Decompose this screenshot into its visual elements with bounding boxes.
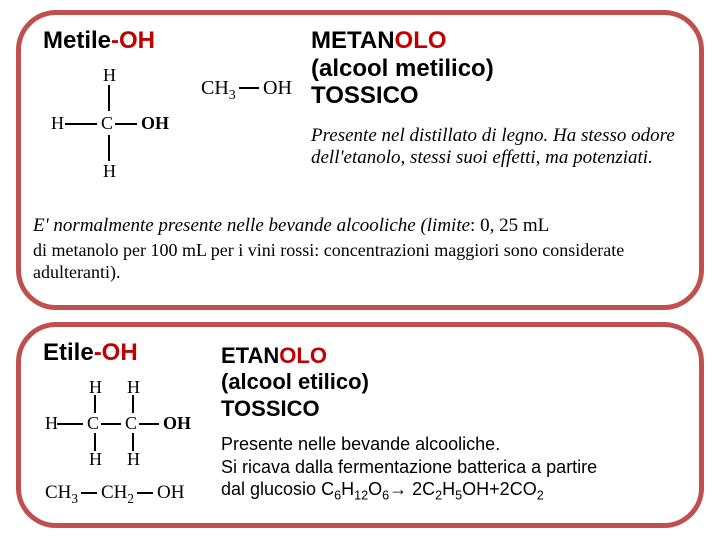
bond-v-top bbox=[108, 85, 110, 111]
chem-condensed-ethanol: CH3 CH2 OH bbox=[45, 482, 225, 512]
note-bevande-body: di metanolo per 100 mL per i vini rossi:… bbox=[33, 240, 693, 283]
eth-C2: C bbox=[125, 413, 137, 434]
ethanol-body: Presente nelle bevande alcooliche. Si ri… bbox=[221, 433, 691, 504]
bond-v-bot bbox=[108, 135, 110, 161]
note-distillato: Presente nel distillato di legno. Ha ste… bbox=[311, 125, 691, 169]
methanol-line2: (alcool metilico) bbox=[311, 55, 494, 83]
econd-b1 bbox=[81, 492, 97, 494]
eth-bv2 bbox=[132, 395, 134, 413]
bond-h-right bbox=[115, 123, 137, 125]
heading-etile-black: Etile bbox=[43, 339, 94, 366]
eth-bh1 bbox=[57, 423, 83, 425]
chem-struct-ethanol: H H H C C OH H H bbox=[45, 377, 215, 467]
heading-etile: Etile-OH bbox=[43, 339, 138, 367]
eth-bh3 bbox=[139, 423, 159, 425]
heading-etile-red: -OH bbox=[94, 339, 138, 366]
atom-H-top: H bbox=[103, 65, 116, 86]
ethanol-body-l1: Presente nelle bevande alcooliche. bbox=[221, 433, 691, 456]
heading-ethanol: ETANOLO (alcool etilico) TOSSICO bbox=[221, 343, 369, 422]
note-bevande-lead: E' normalmente presente nelle bevande al… bbox=[33, 215, 693, 237]
atom-OH: OH bbox=[141, 113, 169, 134]
ethanol-body-l3: dal glucosio C6H12O6→ 2C2H5OH+2CO2 bbox=[221, 478, 691, 504]
eth-H-bl: H bbox=[89, 449, 102, 470]
econd-b2 bbox=[137, 492, 153, 494]
panel-methanol: Metile-OH H H C OH H CH3 OH METANOLO (al… bbox=[16, 10, 704, 310]
ethanol-body-l2: Si ricava dalla fermentazione batterica … bbox=[221, 456, 691, 479]
eth-OH: OH bbox=[163, 413, 191, 434]
eth-bv3 bbox=[94, 433, 96, 451]
atom-H-bot: H bbox=[103, 161, 116, 182]
heading-metile: Metile-OH bbox=[43, 27, 155, 55]
chem-condensed-methanol: CH3 OH bbox=[201, 77, 311, 107]
cond-bond bbox=[239, 87, 259, 89]
atom-C: C bbox=[101, 113, 113, 134]
eth-bh2 bbox=[101, 423, 121, 425]
ethanol-line3: TOSSICO bbox=[221, 396, 369, 422]
methanol-line1: METANOLO bbox=[311, 27, 494, 55]
heading-metile-black: Metile bbox=[43, 27, 111, 54]
chem-struct-methanol: H H C OH H bbox=[51, 65, 181, 185]
heading-methanol: METANOLO (alcool metilico) TOSSICO bbox=[311, 27, 494, 110]
econd-ch2: CH2 bbox=[101, 482, 134, 507]
cond-ch3: CH3 bbox=[201, 77, 236, 104]
bond-h-left bbox=[65, 123, 97, 125]
ethanol-line1: ETANOLO bbox=[221, 343, 369, 369]
eth-bv1 bbox=[94, 395, 96, 413]
panel-ethanol: Etile-OH H H H C C OH H H CH3 CH2 OH ETA… bbox=[16, 322, 704, 528]
eth-C1: C bbox=[87, 413, 99, 434]
eth-bv4 bbox=[132, 433, 134, 451]
eth-H-br: H bbox=[127, 449, 140, 470]
methanol-line3: TOSSICO bbox=[311, 82, 494, 110]
atom-H-left: H bbox=[51, 113, 64, 134]
heading-metile-red: -OH bbox=[111, 27, 155, 54]
econd-oh: OH bbox=[157, 482, 184, 504]
cond-oh: OH bbox=[263, 77, 292, 100]
ethanol-line2: (alcool etilico) bbox=[221, 369, 369, 395]
econd-ch3: CH3 bbox=[45, 482, 78, 507]
